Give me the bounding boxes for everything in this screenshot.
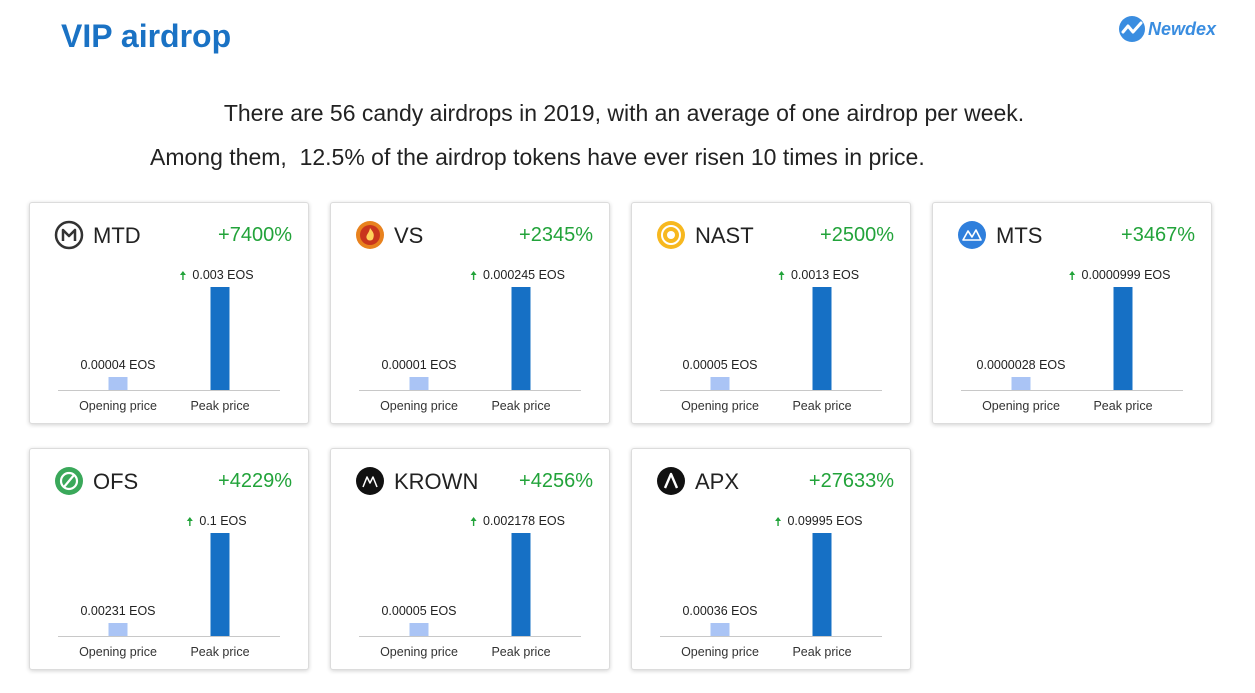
peak-price-category: Peak price — [190, 399, 249, 413]
price-chart: 0.00005 EOS Opening price 0.0013 EOS Peak p… — [660, 268, 882, 413]
opening-price-category: Opening price — [681, 399, 759, 413]
peak-price-category: Peak price — [190, 645, 249, 659]
page-title: VIP airdrop — [61, 18, 232, 54]
peak-price-label: 0.002178 EOS — [483, 514, 565, 528]
price-chart: 0.00005 EOS Opening price 0.002178 EOS Peak… — [359, 514, 581, 659]
opening-price-category: Opening price — [79, 399, 157, 413]
airdrop-card-mtd: MTD +7400% 0.00004 EOS Opening price 0.003 E… — [29, 202, 309, 424]
ofs-logo-icon — [54, 466, 84, 496]
intro-line-1: There are 56 candy airdrops in 2019, wit… — [223, 100, 1025, 126]
opening-price-label: 0.00231 EOS — [80, 604, 155, 618]
peak-price-bar — [1113, 287, 1133, 390]
up-arrow-icon — [179, 271, 186, 280]
peak-price-label: 0.000245 EOS — [483, 268, 565, 282]
up-arrow-icon — [1069, 271, 1076, 280]
up-arrow-icon — [778, 271, 785, 280]
brand-name: Newdex — [1148, 18, 1217, 39]
token-gain: +27633% — [808, 470, 894, 492]
peak-price-bar — [812, 287, 832, 390]
price-chart: 0.00231 EOS Opening price 0.1 EOS Peak pric… — [58, 514, 280, 659]
opening-price-label: 0.00005 EOS — [381, 604, 456, 618]
token-name: OFS — [93, 469, 139, 494]
opening-price-label: 0.00036 EOS — [682, 604, 757, 618]
opening-price-bar — [108, 623, 128, 636]
brand-logo: Newdex — [1119, 14, 1216, 44]
token-gain: +4229% — [218, 470, 292, 492]
newdex-logo-icon — [1119, 16, 1145, 42]
opening-price-category: Opening price — [982, 399, 1060, 413]
opening-price-label: 0.00004 EOS — [80, 358, 155, 372]
peak-price-bar — [210, 287, 230, 390]
token-gain: +3467% — [1121, 224, 1195, 246]
token-name: APX — [695, 469, 740, 494]
up-arrow-icon — [775, 517, 782, 526]
up-arrow-icon — [470, 517, 477, 526]
peak-price-label: 0.0013 EOS — [791, 268, 859, 282]
peak-price-label: 0.003 EOS — [192, 268, 253, 282]
price-chart: 0.00036 EOS Opening price 0.09995 EOS Peak … — [660, 514, 882, 659]
peak-price-category: Peak price — [1093, 399, 1152, 413]
vs-logo-icon — [355, 220, 385, 250]
opening-price-label: 0.0000028 EOS — [977, 358, 1066, 372]
airdrop-card-krown: KROWN +4256% 0.00005 EOS Opening price 0.002… — [330, 448, 610, 670]
opening-price-bar — [710, 623, 730, 636]
opening-price-bar — [1011, 377, 1031, 390]
opening-price-bar — [409, 377, 429, 390]
opening-price-bar — [409, 623, 429, 636]
peak-price-label: 0.0000999 EOS — [1082, 268, 1171, 282]
krown-logo-icon — [355, 466, 385, 496]
opening-price-label: 0.00005 EOS — [682, 358, 757, 372]
airdrop-card-nast: NAST +2500% 0.00005 EOS Opening price 0.0013… — [631, 202, 911, 424]
airdrop-card-vs: VS +2345% 0.00001 EOS Opening price 0.000245… — [330, 202, 610, 424]
token-name: MTD — [93, 223, 141, 248]
peak-price-bar — [210, 533, 230, 636]
mtd-logo-icon — [54, 220, 84, 250]
opening-price-category: Opening price — [380, 645, 458, 659]
intro-line-2: Among them, 12.5% of the airdrop tokens … — [150, 144, 925, 170]
peak-price-category: Peak price — [792, 399, 851, 413]
opening-price-category: Opening price — [79, 645, 157, 659]
price-chart: 0.0000028 EOS Opening price 0.0000999 EOS P… — [961, 268, 1183, 413]
nast-logo-icon — [656, 220, 686, 250]
up-arrow-icon — [470, 271, 477, 280]
token-gain: +4256% — [519, 470, 593, 492]
peak-price-category: Peak price — [491, 645, 550, 659]
peak-price-bar — [812, 533, 832, 636]
token-name: KROWN — [394, 469, 479, 494]
airdrop-card-mts: MTS +3467% 0.0000028 EOS Opening price 0.000… — [932, 202, 1212, 424]
peak-price-bar — [511, 533, 531, 636]
opening-price-bar — [108, 377, 128, 390]
peak-price-label: 0.1 EOS — [199, 514, 246, 528]
token-gain: +2500% — [820, 224, 894, 246]
token-name: MTS — [996, 223, 1043, 248]
apx-logo-icon — [656, 466, 686, 496]
token-gain: +7400% — [218, 224, 292, 246]
peak-price-bar — [511, 287, 531, 390]
opening-price-bar — [710, 377, 730, 390]
mts-logo-icon — [957, 220, 987, 250]
opening-price-category: Opening price — [681, 645, 759, 659]
peak-price-category: Peak price — [491, 399, 550, 413]
peak-price-label: 0.09995 EOS — [787, 514, 862, 528]
up-arrow-icon — [186, 517, 193, 526]
token-name: VS — [394, 223, 424, 248]
airdrop-card-ofs: OFS +4229% 0.00231 EOS Opening price 0.1 EOS… — [29, 448, 309, 670]
price-chart: 0.00004 EOS Opening price 0.003 EOS Peak pr… — [58, 268, 280, 413]
peak-price-category: Peak price — [792, 645, 851, 659]
price-chart: 0.00001 EOS Opening price 0.000245 EOS Peak… — [359, 268, 581, 413]
opening-price-label: 0.00001 EOS — [381, 358, 456, 372]
token-gain: +2345% — [519, 224, 593, 246]
token-name: NAST — [695, 223, 754, 248]
airdrop-card-apx: APX +27633% 0.00036 EOS Opening price 0.0999… — [631, 448, 911, 670]
opening-price-category: Opening price — [380, 399, 458, 413]
